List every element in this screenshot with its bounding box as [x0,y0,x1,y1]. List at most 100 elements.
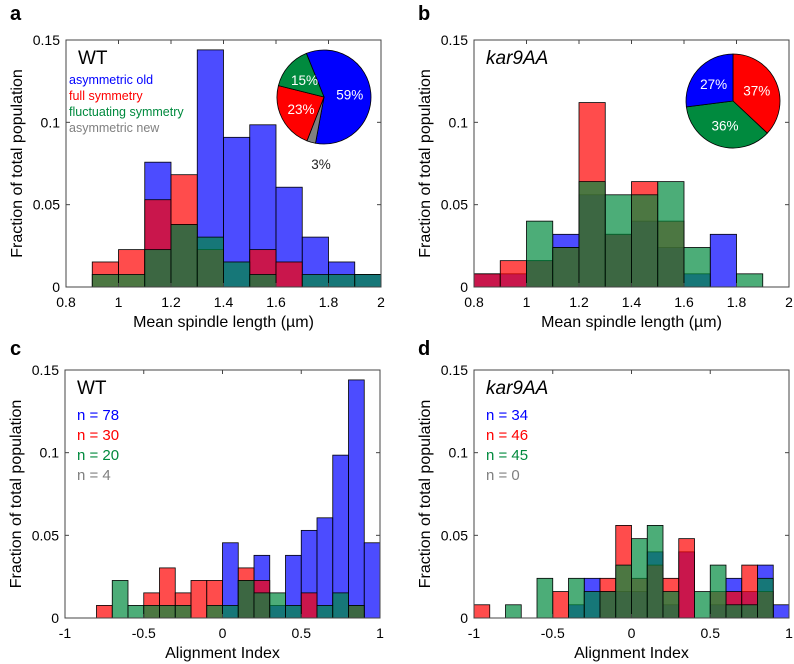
y-tick-label: 0.05 [441,197,468,213]
histogram-bar [615,564,632,619]
pie-slice [277,52,325,98]
histogram-bar [91,274,119,288]
histogram-bar [300,592,318,619]
histogram-bar [363,542,381,619]
y-tick-label: 0.1 [40,445,60,461]
histogram-bar [599,591,617,619]
histogram-bar [583,591,601,619]
x-tick-label: 0.5 [701,625,721,641]
histogram-bar [170,224,198,288]
histogram-bar [223,261,251,288]
x-tick-label: 1.4 [214,294,234,310]
histogram-bar [499,260,527,288]
histogram-bar [144,249,172,288]
legend-entry: n = 4 [77,467,111,484]
pie-slice-label: 15% [291,73,318,88]
histogram-bar [552,247,580,288]
histogram-bar [709,233,737,288]
y-tick-label: 0.1 [449,114,469,130]
x-tick-label: 0.8 [56,294,76,310]
x-tick-label: 1.6 [674,294,694,310]
histogram-bar [709,564,727,619]
x-tick-label: 1.6 [266,294,286,310]
y-axis-label: Fraction of total population [8,400,25,589]
panel-title: kar9AA [486,48,548,69]
histogram-bar [222,605,239,619]
histogram-bar [159,605,176,619]
x-tick-label: -0.5 [132,625,156,641]
y-tick-label: 0 [460,610,468,626]
histogram-bar [118,274,146,288]
pie-slice [685,100,768,149]
histogram-bar [604,194,632,288]
legend-entry: n = 78 [77,407,119,424]
histogram-bar [348,605,365,619]
legend-entry: n = 20 [77,447,119,464]
histogram-bar [332,592,349,619]
pie-slice [305,49,372,145]
x-tick-label: 1 [785,625,793,641]
x-tick-label: 1 [376,625,384,641]
y-tick-label: 0 [51,610,59,626]
histogram-bar [354,274,382,288]
histogram-bar [111,580,129,619]
pie-slice-label: 37% [743,84,770,99]
x-tick-label: 0.8 [464,294,484,310]
pie-slice [685,53,734,108]
x-tick-label: 0 [628,625,636,641]
histogram-bar [127,605,145,619]
histogram-bar [206,605,223,619]
histogram-bar [678,538,695,619]
y-tick-label: 0.1 [41,114,61,130]
legend-entry: n = 45 [486,447,528,464]
histogram-bar [526,220,554,288]
y-axis-label: Fraction of total population [9,69,26,258]
y-tick-label: 0.15 [32,362,59,378]
x-axis-label: Alignment Index [165,645,280,662]
x-tick-label: 0 [219,625,227,641]
panel-d: d 0 0.05 0.1 0.15 -1 -0.5 0 0.5 1 Alignment Index F… [417,338,793,662]
x-tick-label: -0.5 [541,625,565,641]
x-tick-label: 1 [115,294,123,310]
panel-title: kar9AA [486,378,548,399]
histogram-bar [301,274,329,288]
panel-title: WT [77,378,107,399]
x-axis-label: Alignment Index [574,645,689,662]
pie-slice-label: 36% [711,119,738,134]
histogram-bar [237,580,255,619]
histogram-bar [552,591,569,619]
y-tick-label: 0 [460,279,468,295]
histogram-bar [348,379,365,619]
legend-entry: n = 46 [486,427,528,444]
histogram-bar [249,274,277,288]
y-axis-label: Fraction of total population [417,400,434,589]
panel-letter: d [418,338,430,360]
histogram-bar [741,604,758,619]
histogram-bar [736,273,764,288]
legend-entry: asymmetric new [69,121,160,135]
pie-slice-label: 3% [311,157,331,172]
x-tick-label: -1 [468,625,481,641]
panel-c: c 0 0.05 0.1 0.15 -1 -0.5 0 0.5 1 Alignment Index F… [8,338,384,662]
histogram-bar [725,604,743,619]
y-tick-label: 0.05 [441,527,468,543]
histogram-bar [316,605,334,619]
histogram-bar [190,580,208,619]
legend-entry: full symmetry [69,89,143,103]
x-axis-label: Mean spindle length (µm) [133,314,314,331]
pie-slice [732,53,781,134]
histogram-bar [662,591,680,619]
histogram-bar [473,273,501,288]
x-tick-label: 1.4 [622,294,642,310]
panel-letter: a [10,3,22,25]
histogram-bar [269,592,286,619]
histogram-bar [505,604,522,619]
y-tick-label: 0 [52,279,60,295]
histogram-bar [473,604,491,619]
x-tick-label: 1.8 [319,294,339,310]
pie-slice-label: 23% [288,102,315,117]
y-tick-label: 0.1 [449,445,469,461]
panel-title: WT [78,48,108,69]
histogram-bar [694,591,711,619]
